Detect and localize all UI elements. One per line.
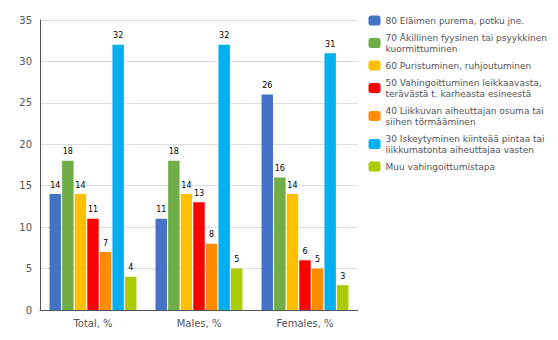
svg-text:32: 32 — [113, 31, 123, 40]
svg-text:7: 7 — [103, 239, 108, 248]
svg-text:70 Äkillinen fyysinen tai psyy: 70 Äkillinen fyysinen tai psyykkinen — [386, 33, 547, 43]
svg-text:32: 32 — [219, 31, 229, 40]
svg-text:Males, %: Males, % — [177, 318, 222, 329]
svg-text:14: 14 — [181, 181, 191, 190]
svg-text:Total, %: Total, % — [72, 318, 112, 329]
svg-text:18: 18 — [169, 147, 179, 156]
svg-text:Muu vahingoittumistapa: Muu vahingoittumistapa — [386, 162, 496, 172]
svg-text:20: 20 — [19, 139, 32, 150]
svg-text:50 Vahingoittuminen leikkaavas: 50 Vahingoittuminen leikkaavasta, — [386, 78, 542, 88]
svg-text:60 Puristuminen, ruhjoutuminen: 60 Puristuminen, ruhjoutuminen — [386, 61, 532, 71]
svg-text:80 Eläimen purema, potku jne.: 80 Eläimen purema, potku jne. — [386, 16, 525, 26]
svg-text:kuormittuminen: kuormittuminen — [386, 44, 458, 54]
svg-text:13: 13 — [194, 189, 204, 198]
svg-text:14: 14 — [287, 181, 297, 190]
svg-text:35: 35 — [19, 15, 32, 26]
svg-text:4: 4 — [128, 263, 133, 272]
svg-text:6: 6 — [302, 247, 307, 256]
svg-text:14: 14 — [75, 181, 85, 190]
svg-text:5: 5 — [26, 263, 32, 274]
svg-text:31: 31 — [325, 40, 335, 49]
svg-text:18: 18 — [63, 147, 73, 156]
svg-text:16: 16 — [275, 164, 285, 173]
svg-text:30: 30 — [19, 56, 32, 67]
svg-text:5: 5 — [315, 255, 320, 264]
svg-text:3: 3 — [340, 272, 345, 281]
svg-text:8: 8 — [209, 230, 214, 239]
svg-text:40 Liikkuvan aiheuttajan osuma: 40 Liikkuvan aiheuttajan osuma tai — [386, 106, 544, 116]
svg-text:10: 10 — [19, 222, 32, 233]
svg-text:26: 26 — [262, 81, 272, 90]
svg-text:Females, %: Females, % — [276, 318, 333, 329]
svg-text:5: 5 — [234, 255, 239, 264]
svg-text:30 Iskeytyminen kiinteää pinta: 30 Iskeytyminen kiinteää pintaa tai — [386, 134, 545, 144]
svg-text:0: 0 — [26, 305, 32, 316]
svg-text:liikkumatonta aiheuttajaa vast: liikkumatonta aiheuttajaa vasten — [386, 145, 535, 155]
svg-text:11: 11 — [156, 205, 166, 214]
svg-text:25: 25 — [19, 97, 32, 108]
svg-text:11: 11 — [88, 205, 98, 214]
svg-text:siihen törmääminen: siihen törmääminen — [386, 117, 476, 127]
svg-text:14: 14 — [50, 181, 60, 190]
svg-text:15: 15 — [19, 180, 32, 191]
svg-text:terävästä t. karheasta esinees: terävästä t. karheasta esineestä — [386, 89, 532, 99]
